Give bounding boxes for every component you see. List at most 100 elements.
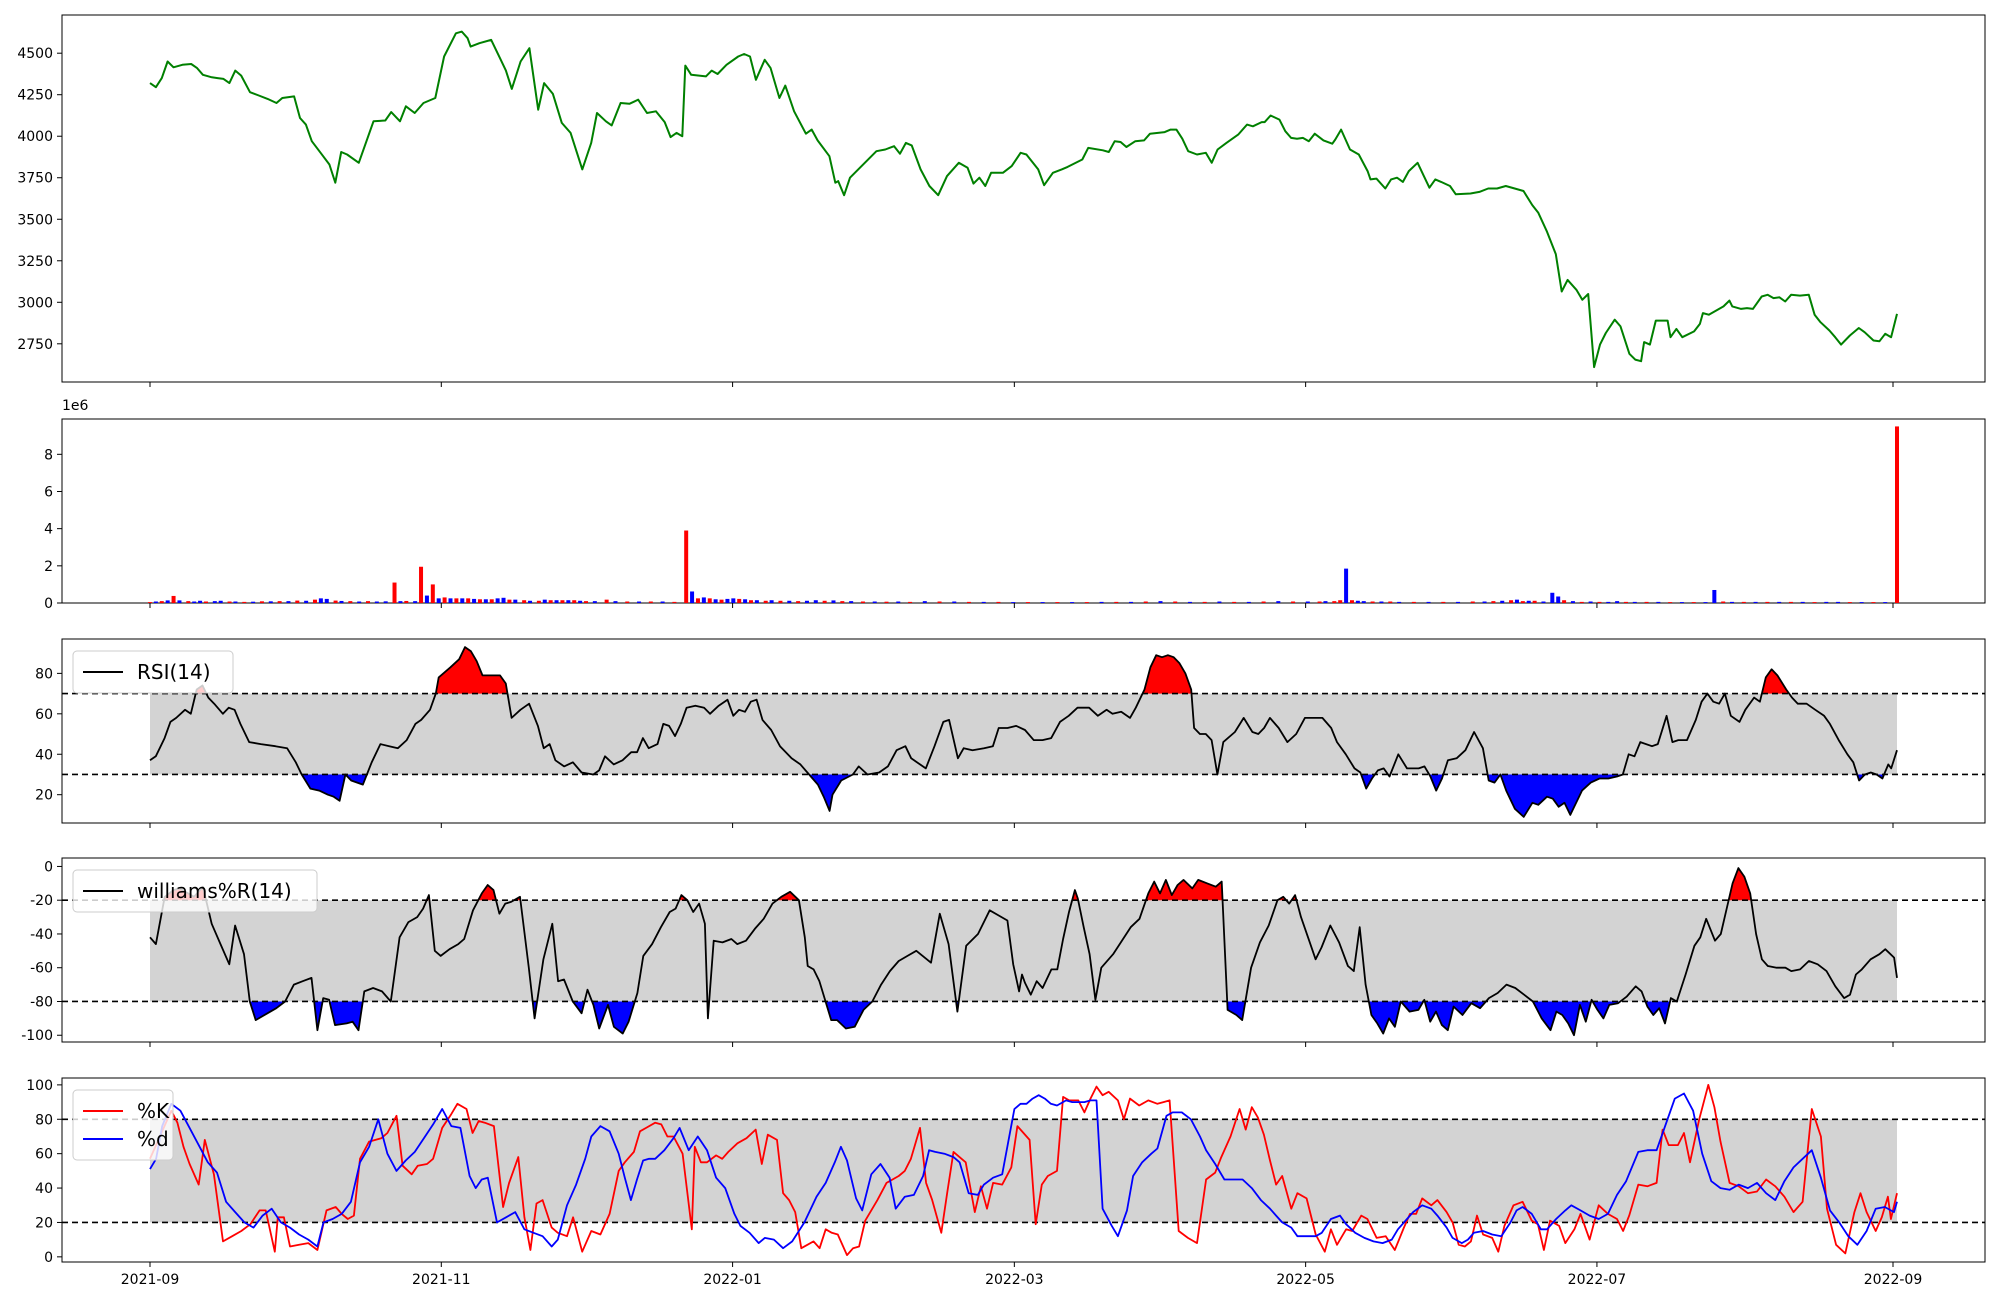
volume-bar: [398, 601, 403, 603]
williams-oversold-fill: [1400, 1001, 1424, 1012]
volume-bar: [1305, 601, 1310, 603]
williams-overbought-fill: [776, 891, 799, 901]
williams-overbought-fill: [1728, 868, 1752, 901]
price-line: [149, 30, 1898, 369]
volume-bar: [554, 600, 559, 603]
volume-bar: [1246, 601, 1251, 603]
volume-bar: [572, 600, 577, 603]
volume-bar: [419, 566, 424, 603]
volume-bar: [584, 601, 589, 603]
volume-bar: [1847, 602, 1852, 603]
volume-bar: [849, 601, 854, 603]
volume-bar: [1556, 596, 1561, 603]
volume-bar: [637, 601, 642, 603]
price-axes-frame: [61, 14, 1986, 383]
volume-bar: [448, 598, 453, 603]
volume-bar: [1597, 601, 1602, 603]
williams-oversold-fill: [1227, 1001, 1246, 1021]
volume-bar: [1765, 601, 1770, 603]
volume-bar: [404, 600, 409, 603]
volume-bar: [684, 530, 689, 603]
stochastic-ytick-label: 40: [35, 1181, 53, 1197]
volume-ytick-label: 4: [44, 522, 53, 538]
volume-bar: [1703, 602, 1708, 603]
volume-bar: [251, 601, 256, 603]
volume-bar: [672, 601, 677, 603]
williams-ytick-label: -60: [30, 961, 53, 977]
price-ytick-label: 4500: [17, 46, 53, 62]
volume-bar: [1355, 600, 1360, 603]
stochastic-series-line: [149, 1084, 1898, 1256]
volume-bar: [1606, 601, 1611, 603]
volume-ytick-label: 0: [44, 596, 53, 612]
volume-bar: [413, 601, 418, 603]
rsi-series-line: [149, 646, 1898, 818]
williams-ytick-label: -80: [30, 994, 53, 1010]
volume-bar: [981, 601, 986, 603]
volume-bar: [1388, 601, 1393, 603]
volume-bar: [1500, 600, 1505, 603]
volume-bar: [625, 601, 630, 603]
volume-bar: [748, 600, 753, 603]
volume-bar: [1332, 601, 1337, 603]
rsi-axes-frame: [61, 638, 1986, 824]
volume-bar: [1623, 601, 1628, 603]
volume-bar: [966, 601, 971, 603]
volume-bar: [489, 599, 494, 603]
williams-oversold-fill: [329, 1001, 363, 1031]
volume-bar: [1276, 601, 1281, 603]
volume-bar: [1788, 601, 1793, 603]
volume-bar: [1361, 601, 1366, 603]
volume-bar: [366, 601, 371, 603]
xtick-label: 2022-01: [703, 1272, 762, 1288]
volume-bar: [1217, 601, 1222, 603]
volume-bar: [218, 600, 223, 603]
volume-ytick-label: 2: [44, 559, 53, 575]
volume-bar: [507, 599, 512, 603]
volume-bar: [1011, 602, 1016, 603]
volume-bar: [1632, 601, 1637, 603]
volume-bar: [501, 597, 506, 603]
volume-bar: [872, 601, 877, 603]
rsi-oversold-fill: [301, 774, 346, 801]
volume-bar: [1777, 601, 1782, 603]
volume-bar: [153, 601, 158, 603]
volume-bar: [1173, 601, 1178, 603]
volume-bar: [660, 601, 665, 603]
volume-bar: [268, 601, 273, 603]
volume-bar: [1532, 600, 1537, 603]
volume-bar: [560, 600, 565, 603]
volume-bar: [1800, 601, 1805, 603]
volume-bar: [198, 600, 203, 603]
volume-bar: [1644, 601, 1649, 603]
volume-bar: [1070, 602, 1075, 603]
volume-bar: [383, 601, 388, 603]
williams-oversold-fill: [825, 1001, 873, 1029]
volume-bar: [787, 600, 792, 603]
volume-bar: [1114, 601, 1119, 603]
volume-bar: [1441, 601, 1446, 603]
volume-bar: [1570, 601, 1575, 603]
price-ytick-label: 3250: [17, 254, 53, 270]
volume-scale-label: 1e6: [62, 398, 89, 414]
volume-bar: [1812, 602, 1817, 603]
volume-ytick-label: 8: [44, 447, 53, 463]
volume-bar: [1187, 601, 1192, 603]
volume-bar: [1411, 601, 1416, 603]
volume-bar: [1691, 602, 1696, 603]
volume-bar: [495, 598, 500, 603]
williams-oversold-fill: [249, 1001, 286, 1021]
volume-bar: [763, 600, 768, 603]
volume-bar: [1526, 600, 1531, 603]
volume-bar: [1397, 601, 1402, 603]
williams-axes-frame: [61, 857, 1986, 1043]
volume-bar: [227, 601, 232, 603]
volume-bar: [1025, 602, 1030, 603]
volume-bar: [1470, 601, 1475, 603]
volume-bar: [466, 598, 471, 603]
volume-bar: [1859, 602, 1864, 603]
volume-bar: [937, 601, 942, 603]
volume-bar: [333, 600, 338, 603]
volume-bar: [477, 599, 482, 603]
volume-bar: [1509, 600, 1514, 603]
